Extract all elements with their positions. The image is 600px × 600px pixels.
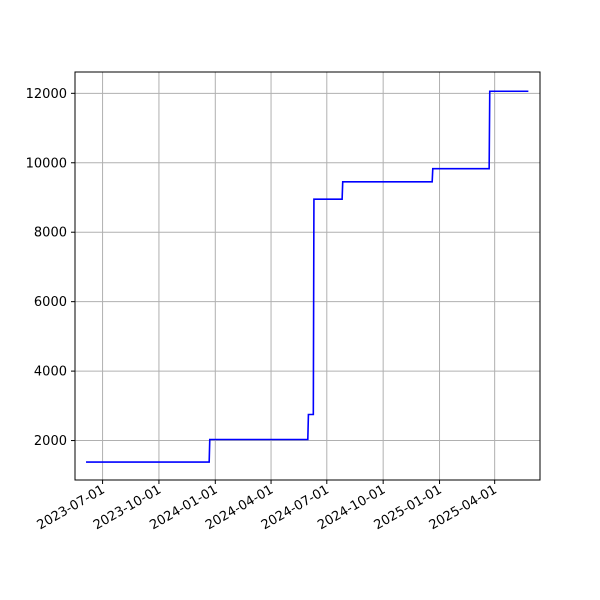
y-tick-label: 10000 xyxy=(26,156,67,171)
y-tick-label: 8000 xyxy=(34,226,67,241)
series-layer xyxy=(86,90,529,463)
y-tick-label: 4000 xyxy=(34,365,67,380)
series-line xyxy=(86,90,529,463)
y-tick-label: 6000 xyxy=(34,295,67,310)
plot-area xyxy=(75,72,540,480)
y-tick-label: 2000 xyxy=(34,434,67,449)
plot-frame xyxy=(74,71,541,481)
grid xyxy=(75,72,540,480)
y-tick-label: 12000 xyxy=(26,87,67,102)
